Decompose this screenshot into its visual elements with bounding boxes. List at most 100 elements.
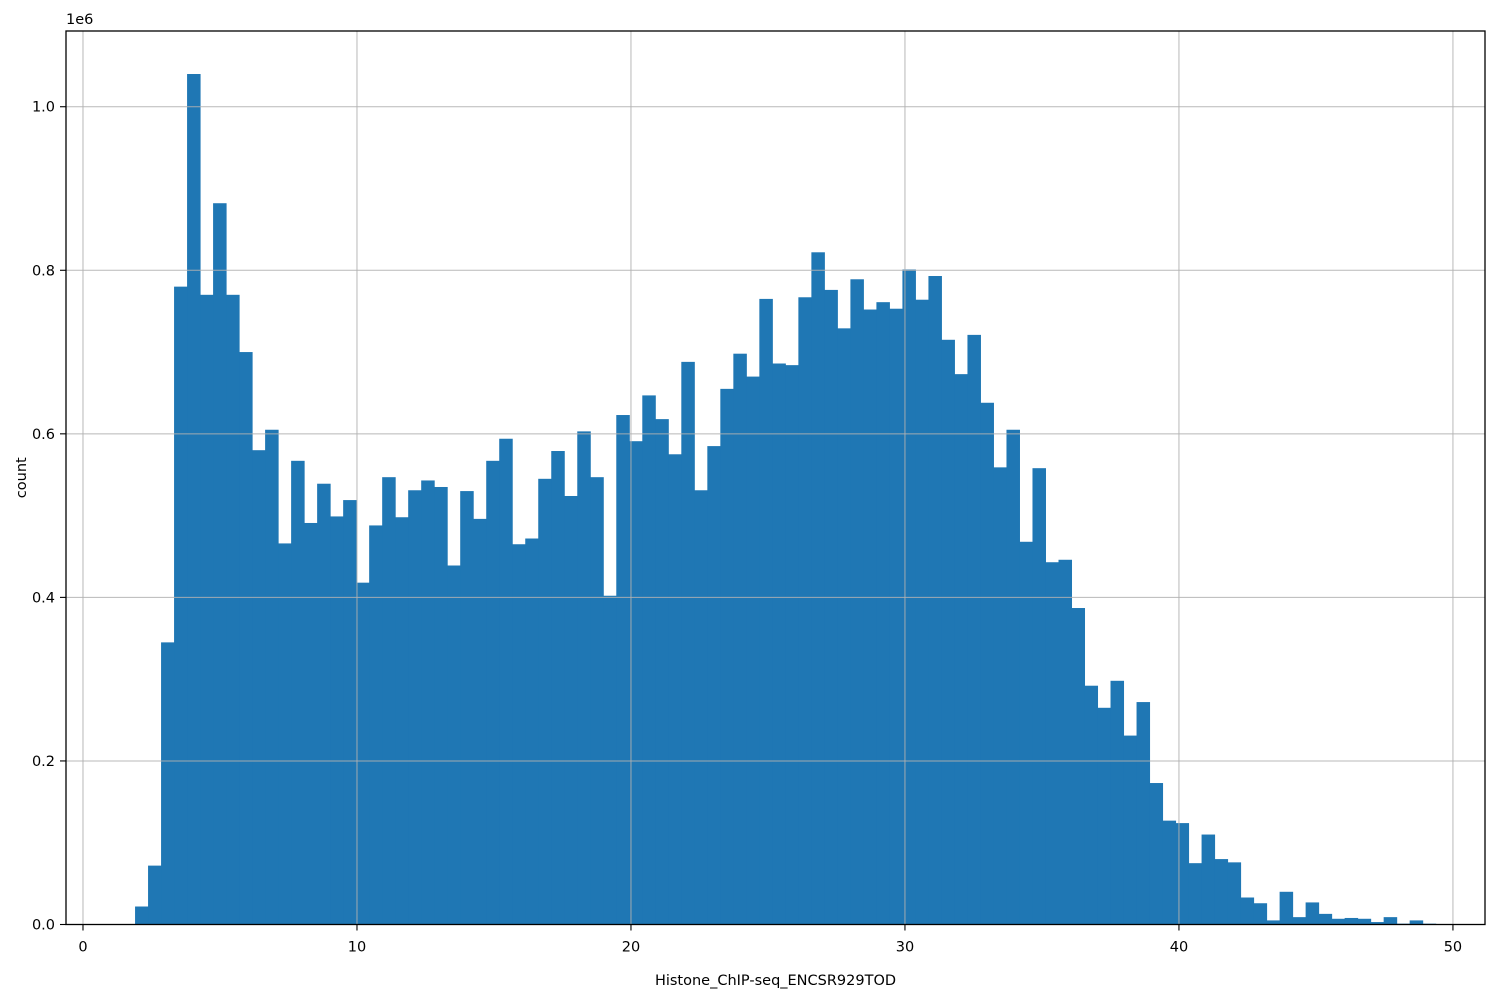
histogram-bar — [889, 308, 903, 925]
histogram-bar — [408, 490, 422, 925]
histogram-bar — [486, 460, 500, 925]
histogram-bar — [512, 544, 526, 925]
histogram-bar — [499, 438, 513, 925]
y-tick-label: 1.0 — [32, 100, 55, 116]
histogram-bar — [915, 299, 929, 925]
histogram-bar — [707, 446, 721, 925]
histogram-bar — [1175, 823, 1190, 925]
y-tick-label: 0.8 — [32, 263, 55, 279]
histogram-bar — [850, 279, 864, 925]
histogram-bar — [421, 480, 435, 925]
histogram-bar — [252, 450, 266, 925]
histogram-bar — [668, 454, 682, 925]
histogram-bar — [317, 483, 331, 925]
histogram-bar — [629, 441, 643, 925]
histogram-bar — [1097, 707, 1112, 925]
y-tick-label: 0.2 — [32, 754, 55, 770]
histogram-bar — [1045, 562, 1059, 925]
histogram-bar — [369, 525, 383, 925]
histogram-bar — [1292, 917, 1307, 925]
histogram-bar — [447, 565, 461, 925]
x-tick-label: 0 — [78, 940, 87, 956]
histogram-bar — [1058, 559, 1073, 925]
histogram-bar — [590, 477, 604, 925]
histogram-bar — [1383, 917, 1398, 925]
histogram-bar — [551, 451, 565, 925]
histogram-bar — [798, 297, 812, 925]
y-tick-label: 0.0 — [32, 918, 55, 934]
x-tick-label: 40 — [1170, 940, 1188, 956]
y-axis-label: count — [14, 457, 30, 498]
histogram-bar — [837, 328, 851, 925]
plot-frame-border — [65, 30, 1486, 926]
histogram-bar — [382, 477, 396, 925]
histogram-bar — [1019, 541, 1033, 925]
histogram-bar — [759, 298, 773, 925]
histogram-bar — [1305, 902, 1320, 925]
histogram-bar — [655, 419, 669, 925]
histogram-bar — [811, 252, 825, 925]
y-axis-offset-label: 1e6 — [66, 12, 93, 28]
histogram-bar — [1123, 735, 1138, 925]
histogram-bar — [460, 491, 474, 925]
x-tick-label: 10 — [348, 940, 366, 956]
axis-tick-labels: 0 10 20 30 40 50 0.0 0.2 0.4 0.6 0.8 1.0 — [32, 100, 1462, 956]
histogram-bar — [876, 302, 890, 925]
histogram-bar — [330, 516, 344, 925]
histogram-bar — [720, 388, 734, 925]
histogram-bar — [473, 518, 487, 925]
histogram-bar — [993, 467, 1007, 925]
histogram-bar — [226, 294, 240, 925]
x-tick-label: 50 — [1444, 940, 1462, 956]
histogram-bar — [1084, 685, 1099, 925]
histogram-bar — [941, 339, 955, 925]
histogram-bar — [681, 361, 695, 925]
histogram-bar — [525, 538, 539, 925]
histogram-bar — [278, 543, 292, 925]
axis-ticks — [60, 106, 1454, 931]
histogram-bar — [148, 865, 162, 925]
histogram-bar — [824, 289, 838, 925]
histogram-bar — [161, 642, 175, 925]
histogram-bar — [1344, 917, 1359, 925]
plot-frame — [65, 30, 1486, 926]
histogram-bar — [174, 286, 188, 925]
histogram-bar — [733, 353, 747, 925]
histogram-bar — [434, 486, 448, 925]
histogram-bar — [616, 415, 630, 925]
histogram-bar — [291, 460, 305, 925]
histogram-bar — [564, 495, 578, 925]
histogram-bar — [1149, 783, 1164, 925]
histogram-bar — [1253, 903, 1268, 925]
histogram-bar — [304, 522, 318, 925]
histogram-bar — [1318, 913, 1333, 925]
histogram-bar — [1136, 702, 1151, 925]
histogram-bar — [694, 490, 708, 925]
histogram-bar — [1279, 891, 1294, 925]
histogram-bar — [1201, 834, 1216, 925]
histogram-bar — [603, 595, 617, 925]
histogram-bar — [1370, 922, 1385, 925]
histogram-bar — [200, 294, 214, 925]
histogram-bar — [1331, 918, 1346, 925]
histogram-bar — [1006, 429, 1020, 925]
histogram-bar — [980, 402, 994, 925]
x-tick-label: 20 — [622, 940, 640, 956]
histogram-bar — [746, 376, 760, 925]
histogram-bar — [1409, 920, 1424, 925]
histogram-bar — [772, 363, 786, 925]
histogram-bars — [135, 74, 1437, 925]
histogram-bar — [135, 906, 149, 925]
histogram-bar — [1357, 918, 1372, 925]
x-axis-label: Histone_ChIP-seq_ENCSR929TOD — [655, 973, 896, 989]
histogram-bar — [343, 500, 357, 925]
histogram-bar — [1240, 897, 1255, 925]
histogram-bar — [1162, 820, 1177, 925]
histogram-bar — [863, 309, 877, 925]
histogram-bar — [785, 365, 799, 925]
histogram-bar — [265, 429, 279, 925]
histogram-bar — [538, 478, 552, 925]
histogram-bar — [1032, 468, 1046, 925]
